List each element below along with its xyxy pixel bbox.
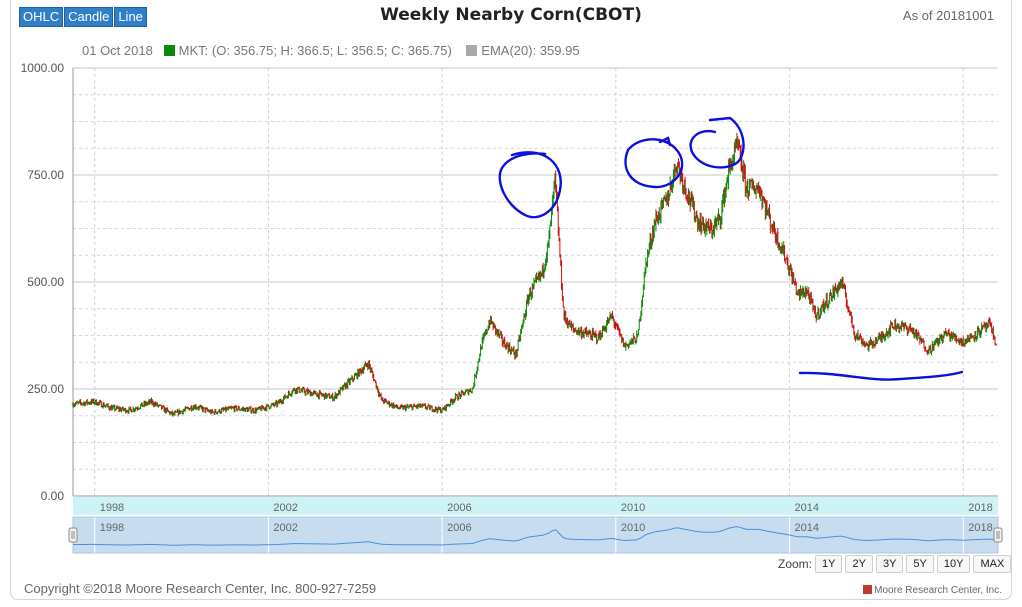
legend-ema[interactable]: EMA(20): 359.95 <box>481 43 580 58</box>
y-tick-label: 750.00 <box>27 168 64 182</box>
zoom-3y-button[interactable]: 3Y <box>875 555 904 573</box>
navigator-window <box>72 516 999 554</box>
chart-title: Weekly Nearby Corn(CBOT) <box>380 5 642 25</box>
navigator-left-handle[interactable] <box>68 527 78 543</box>
navigator-tick-label: 2018 <box>968 522 992 534</box>
date-band: 1998 2002 2006 2010 2014 2018 <box>73 497 998 515</box>
navigator-tick-label: 2014 <box>795 522 819 534</box>
date-band-bg <box>73 497 998 515</box>
ohlc-bar <box>769 213 772 234</box>
navigator-line <box>73 526 994 546</box>
annotation-circle <box>689 116 745 169</box>
tab-candle[interactable]: Candle <box>64 7 114 27</box>
zoom-label: Zoom: <box>778 557 813 571</box>
chart-grid <box>72 67 998 497</box>
y-tick-label: 500.00 <box>27 275 64 289</box>
navigator: 1998 2002 2006 2010 2014 2018 <box>68 516 1003 554</box>
y-tick-label: 0.00 <box>41 489 65 503</box>
tab-line[interactable]: Line <box>114 7 147 27</box>
handdrawn-annotations <box>498 116 964 381</box>
x-tick-label: 2002 <box>273 502 297 514</box>
brand-name: Moore Research Center, Inc. <box>874 585 1002 596</box>
annotation-circle <box>624 136 684 189</box>
ema-swatch-icon <box>466 45 478 56</box>
y-axis-labels: 1000.00 750.00 500.00 250.00 0.00 <box>21 61 65 503</box>
x-tick-label: 2018 <box>968 502 992 514</box>
mkt-swatch-icon <box>163 45 175 56</box>
as-of-date: As of 20181001 <box>902 8 994 23</box>
zoom-controls: Zoom: 1Y 2Y 3Y 5Y 10Y MAX <box>778 555 1012 573</box>
zoom-10y-button[interactable]: 10Y <box>936 555 971 573</box>
ohlc-bars <box>71 132 998 417</box>
annotation-underline <box>798 370 964 381</box>
copyright-text: Copyright ©2018 Moore Research Center, I… <box>24 581 377 596</box>
zoom-2y-button[interactable]: 2Y <box>845 555 873 573</box>
y-tick-label: 1000.00 <box>21 61 65 75</box>
navigator-tick-label: 1998 <box>100 522 124 534</box>
x-tick-label: 2014 <box>795 502 819 514</box>
navigator-tick-label: 2010 <box>621 522 645 534</box>
y-tick-label: 250.00 <box>27 382 64 396</box>
zoom-5y-button[interactable]: 5Y <box>906 555 934 573</box>
brand-link[interactable]: Moore Research Center, Inc. <box>863 585 1002 596</box>
zoom-1y-button[interactable]: 1Y <box>815 555 843 573</box>
x-tick-label: 2010 <box>621 502 645 514</box>
x-tick-label: 2006 <box>447 502 471 514</box>
tab-ohlc[interactable]: OHLC <box>19 7 64 27</box>
navigator-right-handle[interactable] <box>993 527 1003 543</box>
legend-date: 01 Oct 2018 <box>82 43 153 58</box>
ohlc-bar <box>994 343 998 346</box>
legend-mkt[interactable]: MKT: (O: 356.75; H: 366.5; L: 356.5; C: … <box>178 43 452 58</box>
legend: 01 Oct 2018 MKT: (O: 356.75; H: 366.5; L… <box>82 43 580 58</box>
navigator-tick-label: 2002 <box>273 522 297 534</box>
zoom-max-button[interactable]: MAX <box>973 555 1012 573</box>
navigator-tick-label: 2006 <box>447 522 471 534</box>
x-tick-label: 1998 <box>100 502 124 514</box>
chart-type-tabs: OHLC Candle Line <box>19 7 147 27</box>
annotation-circle <box>498 151 562 219</box>
brand-logo-icon <box>863 585 873 594</box>
